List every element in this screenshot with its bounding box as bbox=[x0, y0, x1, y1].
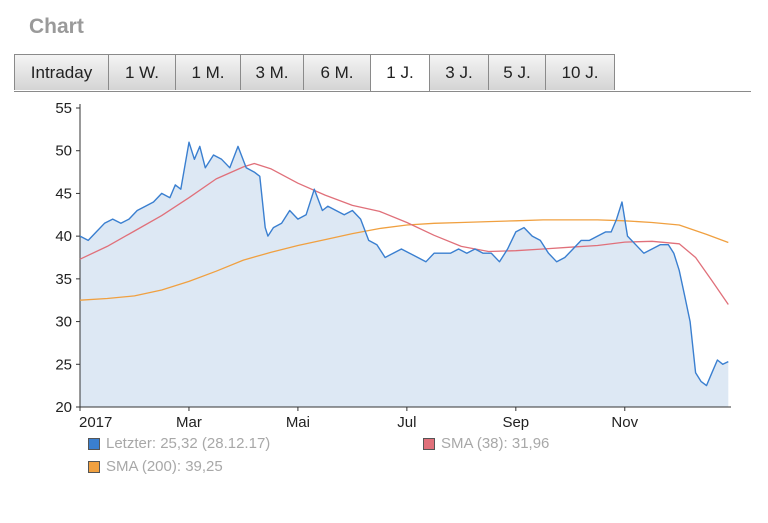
legend-label-letzter: Letzter: 25,32 (28.12.17) bbox=[106, 435, 271, 452]
time-range-tabs: Intraday 1 W. 1 M. 3 M. 6 M. 1 J. 3 J. 5… bbox=[14, 54, 751, 92]
legend-label-sma-200: SMA (200): 39,25 bbox=[106, 458, 223, 475]
x-tick-label: Sep bbox=[502, 414, 529, 431]
tab-3-months[interactable]: 3 M. bbox=[240, 54, 304, 90]
x-tick-label: Mar bbox=[176, 414, 202, 431]
x-tick-label: 2017 bbox=[79, 414, 112, 431]
y-tick-label: 35 bbox=[55, 271, 72, 288]
tab-5-years[interactable]: 5 J. bbox=[488, 54, 546, 90]
x-tick-label: Jul bbox=[397, 414, 416, 431]
y-tick-label: 30 bbox=[55, 314, 72, 331]
y-tick-label: 25 bbox=[55, 356, 72, 373]
tab-6-months[interactable]: 6 M. bbox=[303, 54, 371, 90]
tab-1-year[interactable]: 1 J. bbox=[370, 54, 430, 91]
series-line-letzter bbox=[79, 141, 729, 387]
tab-intraday[interactable]: Intraday bbox=[14, 54, 109, 90]
x-tick-label: Nov bbox=[611, 414, 638, 431]
price-area-fill bbox=[80, 142, 729, 407]
legend-swatch-sma-38 bbox=[423, 438, 435, 450]
legend-swatch-sma-200 bbox=[88, 461, 100, 473]
y-tick-label: 20 bbox=[55, 399, 72, 416]
series-line-sma-38 bbox=[79, 162, 729, 305]
tab-3-years[interactable]: 3 J. bbox=[429, 54, 489, 90]
y-tick-label: 55 bbox=[55, 100, 72, 117]
x-tick-label: Mai bbox=[286, 414, 310, 431]
tab-10-years[interactable]: 10 J. bbox=[545, 54, 615, 90]
chart-section-title: Chart bbox=[29, 15, 84, 38]
y-tick-label: 50 bbox=[55, 143, 72, 160]
legend-swatch-letzter bbox=[88, 438, 100, 450]
y-tick-label: 40 bbox=[55, 228, 72, 245]
legend-label-sma-38: SMA (38): 31,96 bbox=[441, 435, 550, 452]
y-tick-label: 45 bbox=[55, 185, 72, 202]
tab-1-month[interactable]: 1 M. bbox=[175, 54, 241, 90]
